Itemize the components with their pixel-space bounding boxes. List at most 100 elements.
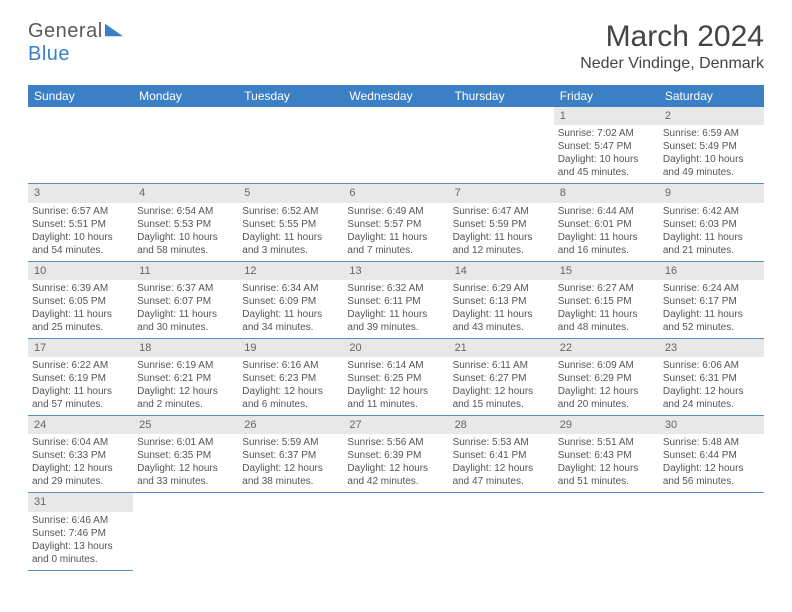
day-number: 17 [28, 339, 133, 357]
daylight-line-2: and 51 minutes. [558, 475, 655, 488]
daylight-line-1: Daylight: 12 hours [347, 462, 444, 475]
sunrise-line: Sunrise: 6:52 AM [242, 205, 339, 218]
daylight-line-1: Daylight: 11 hours [558, 231, 655, 244]
sunset-line: Sunset: 7:46 PM [32, 527, 129, 540]
day-number: 9 [659, 184, 764, 202]
sunset-line: Sunset: 6:43 PM [558, 449, 655, 462]
calendar-day-cell: 2Sunrise: 6:59 AMSunset: 5:49 PMDaylight… [659, 107, 764, 184]
sunrise-line: Sunrise: 6:01 AM [137, 436, 234, 449]
daylight-line-1: Daylight: 12 hours [137, 385, 234, 398]
calendar-day-cell: 29Sunrise: 5:51 AMSunset: 6:43 PMDayligh… [554, 416, 659, 493]
calendar-day-cell: 14Sunrise: 6:29 AMSunset: 6:13 PMDayligh… [449, 261, 554, 338]
logo-text: General Blue [28, 20, 123, 66]
daylight-line-1: Daylight: 12 hours [242, 385, 339, 398]
daylight-line-2: and 7 minutes. [347, 244, 444, 257]
daylight-line-2: and 45 minutes. [558, 166, 655, 179]
calendar-day-cell: 31Sunrise: 6:46 AMSunset: 7:46 PMDayligh… [28, 493, 133, 570]
daylight-line-1: Daylight: 11 hours [242, 308, 339, 321]
sunrise-line: Sunrise: 6:59 AM [663, 127, 760, 140]
sunrise-line: Sunrise: 5:48 AM [663, 436, 760, 449]
calendar-day-cell: 11Sunrise: 6:37 AMSunset: 6:07 PMDayligh… [133, 261, 238, 338]
logo-text-2: Blue [28, 43, 70, 65]
daylight-line-1: Daylight: 12 hours [32, 462, 129, 475]
calendar-day-cell: 18Sunrise: 6:19 AMSunset: 6:21 PMDayligh… [133, 338, 238, 415]
sunset-line: Sunset: 5:55 PM [242, 218, 339, 231]
sunset-line: Sunset: 6:11 PM [347, 295, 444, 308]
daylight-line-2: and 43 minutes. [453, 321, 550, 334]
calendar-day-cell [659, 493, 764, 570]
daylight-line-2: and 42 minutes. [347, 475, 444, 488]
calendar-day-cell: 22Sunrise: 6:09 AMSunset: 6:29 PMDayligh… [554, 338, 659, 415]
daylight-line-1: Daylight: 12 hours [558, 462, 655, 475]
logo: General Blue [28, 20, 123, 66]
sunrise-line: Sunrise: 6:42 AM [663, 205, 760, 218]
calendar-day-cell: 16Sunrise: 6:24 AMSunset: 6:17 PMDayligh… [659, 261, 764, 338]
daylight-line-1: Daylight: 12 hours [347, 385, 444, 398]
daylight-line-2: and 39 minutes. [347, 321, 444, 334]
sunrise-line: Sunrise: 6:49 AM [347, 205, 444, 218]
calendar-day-cell: 25Sunrise: 6:01 AMSunset: 6:35 PMDayligh… [133, 416, 238, 493]
calendar-day-cell [343, 107, 448, 184]
calendar-day-cell: 8Sunrise: 6:44 AMSunset: 6:01 PMDaylight… [554, 184, 659, 261]
daylight-line-1: Daylight: 11 hours [453, 308, 550, 321]
sunrise-line: Sunrise: 6:09 AM [558, 359, 655, 372]
sunset-line: Sunset: 6:29 PM [558, 372, 655, 385]
calendar-day-cell: 28Sunrise: 5:53 AMSunset: 6:41 PMDayligh… [449, 416, 554, 493]
sunset-line: Sunset: 6:41 PM [453, 449, 550, 462]
daylight-line-2: and 33 minutes. [137, 475, 234, 488]
day-number: 21 [449, 339, 554, 357]
sunset-line: Sunset: 5:51 PM [32, 218, 129, 231]
daylight-line-2: and 47 minutes. [453, 475, 550, 488]
calendar-day-cell: 5Sunrise: 6:52 AMSunset: 5:55 PMDaylight… [238, 184, 343, 261]
day-number: 25 [133, 416, 238, 434]
daylight-line-1: Daylight: 10 hours [558, 153, 655, 166]
day-number: 3 [28, 184, 133, 202]
sunset-line: Sunset: 6:19 PM [32, 372, 129, 385]
daylight-line-2: and 52 minutes. [663, 321, 760, 334]
calendar-day-cell: 27Sunrise: 5:56 AMSunset: 6:39 PMDayligh… [343, 416, 448, 493]
daylight-line-2: and 21 minutes. [663, 244, 760, 257]
flag-icon [105, 23, 123, 37]
calendar-day-cell: 13Sunrise: 6:32 AMSunset: 6:11 PMDayligh… [343, 261, 448, 338]
sunrise-line: Sunrise: 6:32 AM [347, 282, 444, 295]
sunset-line: Sunset: 5:59 PM [453, 218, 550, 231]
calendar-day-cell: 10Sunrise: 6:39 AMSunset: 6:05 PMDayligh… [28, 261, 133, 338]
daylight-line-1: Daylight: 11 hours [558, 308, 655, 321]
day-number: 15 [554, 262, 659, 280]
day-number: 10 [28, 262, 133, 280]
daylight-line-1: Daylight: 10 hours [32, 231, 129, 244]
sunset-line: Sunset: 6:44 PM [663, 449, 760, 462]
day-number: 24 [28, 416, 133, 434]
sunrise-line: Sunrise: 6:57 AM [32, 205, 129, 218]
sunrise-line: Sunrise: 6:46 AM [32, 514, 129, 527]
daylight-line-2: and 56 minutes. [663, 475, 760, 488]
day-number: 28 [449, 416, 554, 434]
sunset-line: Sunset: 5:47 PM [558, 140, 655, 153]
daylight-line-1: Daylight: 12 hours [137, 462, 234, 475]
daylight-line-2: and 54 minutes. [32, 244, 129, 257]
sunrise-line: Sunrise: 5:53 AM [453, 436, 550, 449]
weekday-header: Monday [133, 85, 238, 107]
weekday-header: Thursday [449, 85, 554, 107]
sunset-line: Sunset: 6:23 PM [242, 372, 339, 385]
sunrise-line: Sunrise: 5:51 AM [558, 436, 655, 449]
day-number: 6 [343, 184, 448, 202]
day-number: 8 [554, 184, 659, 202]
sunset-line: Sunset: 6:05 PM [32, 295, 129, 308]
daylight-line-2: and 34 minutes. [242, 321, 339, 334]
day-number: 1 [554, 107, 659, 125]
daylight-line-1: Daylight: 11 hours [32, 385, 129, 398]
sunset-line: Sunset: 6:33 PM [32, 449, 129, 462]
weekday-header: Wednesday [343, 85, 448, 107]
calendar-day-cell: 21Sunrise: 6:11 AMSunset: 6:27 PMDayligh… [449, 338, 554, 415]
sunrise-line: Sunrise: 7:02 AM [558, 127, 655, 140]
daylight-line-1: Daylight: 12 hours [453, 385, 550, 398]
sunrise-line: Sunrise: 5:56 AM [347, 436, 444, 449]
daylight-line-2: and 30 minutes. [137, 321, 234, 334]
calendar-day-cell: 1 Sunrise: 7:02 AMSunset: 5:47 PMDaylight… [554, 107, 659, 184]
weekday-header: Tuesday [238, 85, 343, 107]
calendar-day-cell [133, 107, 238, 184]
daylight-line-1: Daylight: 11 hours [663, 231, 760, 244]
day-number: 12 [238, 262, 343, 280]
day-number: 14 [449, 262, 554, 280]
